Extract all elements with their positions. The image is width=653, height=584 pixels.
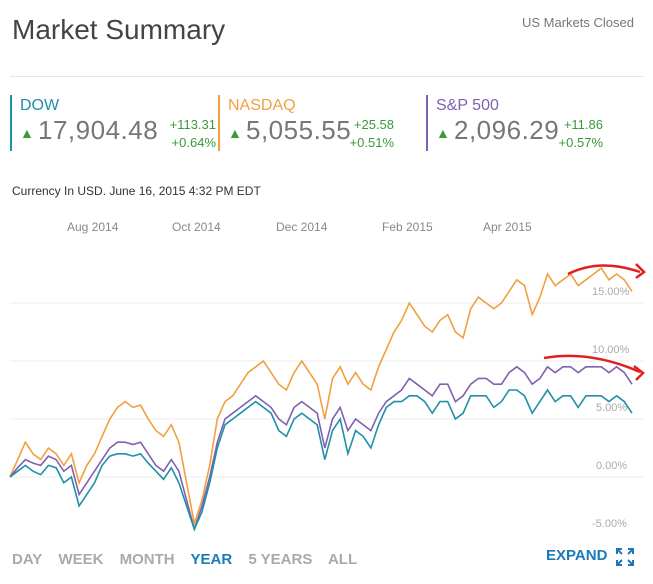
up-arrow-icon: ▲ bbox=[436, 125, 450, 141]
index-tile-dow[interactable]: DOW ▲ 17,904.48 +113.31 +0.64% bbox=[10, 95, 216, 151]
index-value: 2,096.29 bbox=[454, 115, 560, 145]
annotation-arrow-top bbox=[567, 264, 641, 276]
index-color-bar bbox=[218, 95, 220, 151]
series-line-s-p-500 bbox=[9, 365, 633, 532]
y-axis-label: 5.00% bbox=[596, 402, 628, 414]
series-line-dow bbox=[9, 388, 633, 532]
expand-icon[interactable] bbox=[615, 547, 635, 567]
annotation-arrow-bottom bbox=[543, 354, 641, 374]
currency-timestamp: Currency In USD. June 16, 2015 4:32 PM E… bbox=[12, 184, 261, 198]
index-color-bar bbox=[10, 95, 12, 151]
index-name: NASDAQ bbox=[228, 97, 296, 114]
expand-button[interactable]: EXPAND bbox=[546, 547, 608, 564]
divider bbox=[10, 76, 643, 77]
page-title: Market Summary bbox=[12, 14, 226, 45]
x-axis-label: Oct 2014 bbox=[172, 220, 221, 234]
range-week[interactable]: WEEK bbox=[58, 551, 104, 568]
range-selector: DAY WEEK MONTH YEAR 5 YEARS ALL bbox=[12, 551, 369, 568]
index-name: DOW bbox=[20, 97, 60, 114]
y-axis-label: -5.00% bbox=[592, 518, 627, 530]
index-color-bar bbox=[426, 95, 428, 151]
y-axis-label: 15.00% bbox=[592, 286, 630, 298]
annotation-arrowhead-top bbox=[635, 263, 646, 279]
series-line-nasdaq bbox=[9, 267, 633, 527]
annotation-arrowhead-bottom bbox=[633, 365, 645, 381]
x-axis-label: Aug 2014 bbox=[67, 220, 119, 234]
index-change: +11.86 bbox=[563, 117, 603, 132]
x-axis-label: Feb 2015 bbox=[382, 220, 433, 234]
x-axis-label: Apr 2015 bbox=[483, 220, 532, 234]
range-all[interactable]: ALL bbox=[327, 551, 358, 568]
up-arrow-icon: ▲ bbox=[20, 125, 34, 141]
index-value: 17,904.48 bbox=[38, 115, 159, 145]
index-change: +25.58 bbox=[353, 117, 394, 132]
index-percent: +0.57% bbox=[558, 135, 603, 150]
range-month[interactable]: MONTH bbox=[119, 551, 175, 568]
index-change: +113.31 bbox=[169, 117, 216, 132]
y-axis-label: 10.00% bbox=[592, 344, 630, 356]
index-percent: +0.64% bbox=[171, 135, 216, 150]
y-axis-label: 0.00% bbox=[596, 460, 628, 472]
index-value: 5,055.55 bbox=[246, 115, 352, 145]
index-tile-nasdaq[interactable]: NASDAQ ▲ 5,055.55 +25.58 +0.51% bbox=[218, 95, 418, 151]
x-axis-label: Dec 2014 bbox=[276, 220, 328, 234]
index-percent: +0.51% bbox=[349, 135, 394, 150]
market-chart[interactable] bbox=[0, 240, 653, 540]
range-5-years[interactable]: 5 YEARS bbox=[248, 551, 313, 568]
up-arrow-icon: ▲ bbox=[228, 125, 242, 141]
range-year[interactable]: YEAR bbox=[190, 551, 233, 568]
index-name: S&P 500 bbox=[436, 97, 499, 114]
index-tile-sp500[interactable]: S&P 500 ▲ 2,096.29 +11.86 +0.57% bbox=[426, 95, 626, 151]
market-status: US Markets Closed bbox=[522, 15, 634, 30]
range-day[interactable]: DAY bbox=[12, 551, 43, 568]
